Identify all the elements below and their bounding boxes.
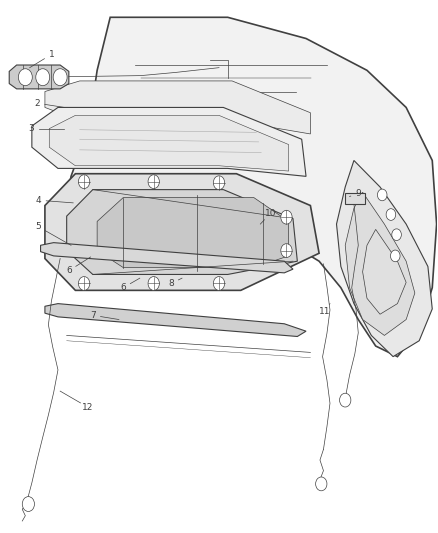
Circle shape [213,176,225,190]
Polygon shape [41,243,293,273]
Circle shape [213,277,225,290]
Text: 7: 7 [90,311,95,320]
Circle shape [78,277,90,290]
Text: 9: 9 [355,189,361,198]
Text: 10: 10 [265,209,276,218]
Text: 5: 5 [35,222,41,231]
Circle shape [281,211,292,224]
Polygon shape [336,160,432,357]
Text: 3: 3 [28,124,34,133]
Text: 2: 2 [34,99,40,108]
Circle shape [378,189,387,201]
Circle shape [281,244,292,257]
Circle shape [36,69,49,86]
Circle shape [392,229,401,240]
Text: 4: 4 [35,196,41,205]
Polygon shape [45,304,306,336]
Circle shape [148,175,159,189]
Circle shape [339,393,351,407]
Polygon shape [62,17,437,357]
Polygon shape [345,192,415,335]
Text: 6: 6 [120,283,126,292]
Text: 6: 6 [66,266,72,275]
Polygon shape [9,65,69,89]
Circle shape [78,175,90,189]
Circle shape [386,209,396,220]
Polygon shape [345,193,365,204]
Text: 12: 12 [82,402,93,411]
Polygon shape [45,81,311,134]
Polygon shape [32,108,306,176]
Circle shape [148,277,159,290]
Circle shape [18,69,32,86]
Polygon shape [363,229,406,314]
Circle shape [22,497,35,512]
Circle shape [391,250,400,262]
Text: 11: 11 [318,307,330,316]
Text: 1: 1 [49,50,54,59]
Polygon shape [67,190,297,274]
Polygon shape [45,174,319,290]
Polygon shape [49,115,289,171]
Text: 8: 8 [168,279,174,288]
Polygon shape [97,198,289,268]
Circle shape [53,69,67,86]
Circle shape [316,477,327,491]
